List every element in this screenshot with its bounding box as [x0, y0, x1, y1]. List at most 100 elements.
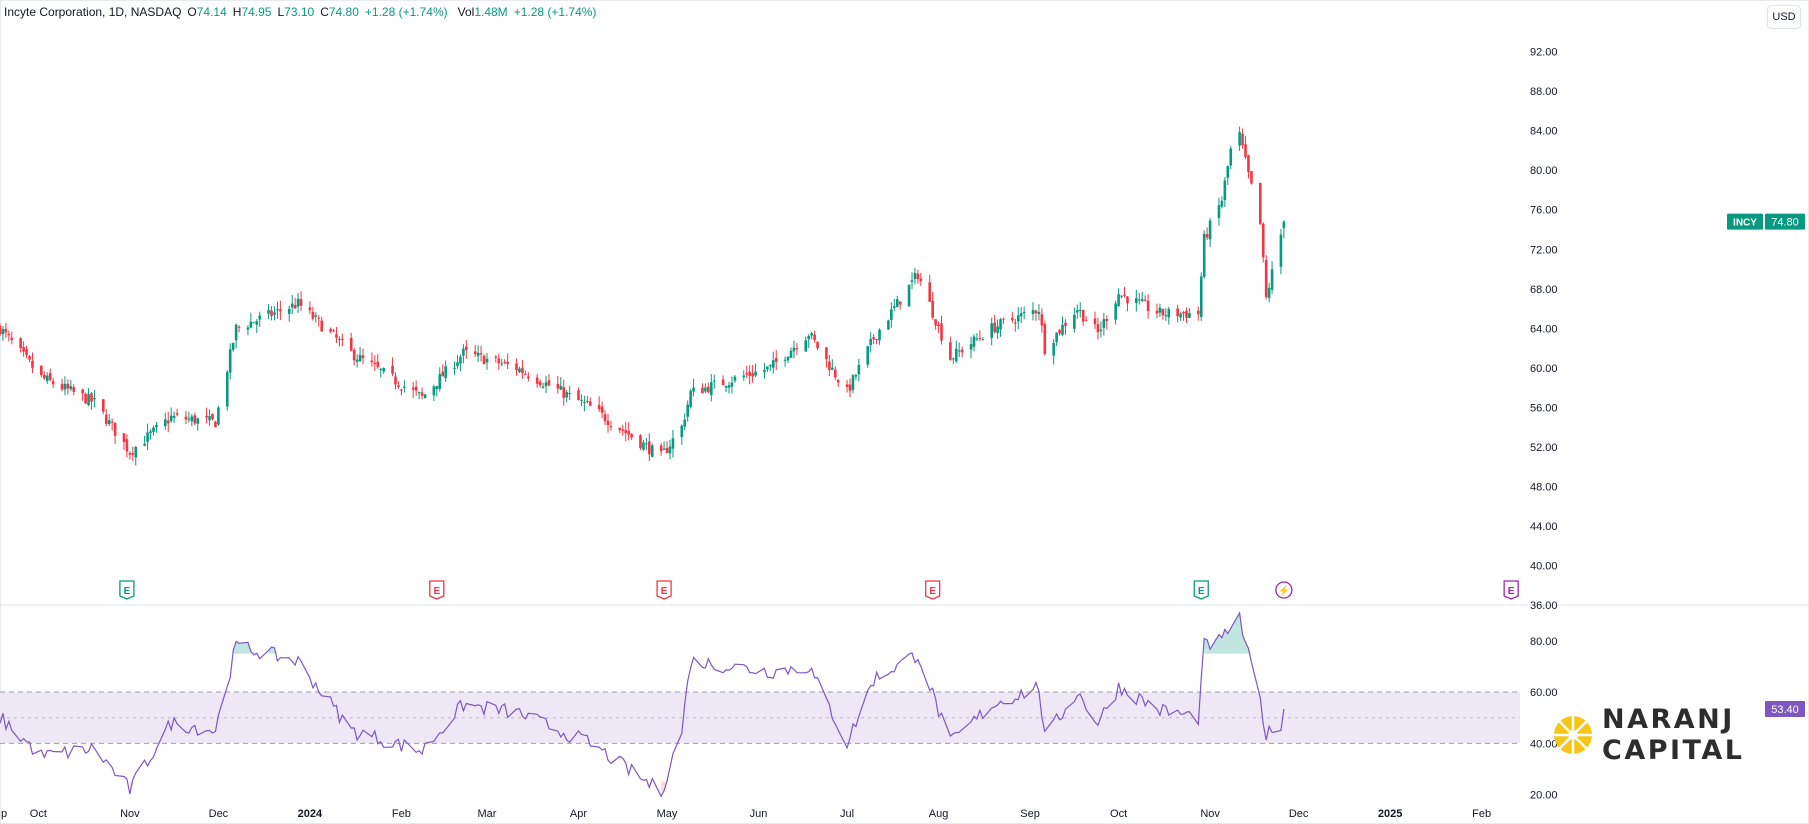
time-axis-tick: Apr — [570, 808, 587, 820]
candle-body — [869, 338, 872, 346]
candle-body — [1258, 182, 1262, 224]
candle-body — [1002, 318, 1005, 320]
candle-body — [940, 323, 943, 341]
earnings-marker — [1503, 580, 1519, 600]
candle-body — [733, 376, 737, 381]
close-label: C — [320, 5, 329, 19]
candle-body — [51, 381, 55, 385]
time-axis-tick: Sep — [1020, 808, 1040, 820]
candle-body — [774, 357, 778, 362]
candle-body — [913, 272, 917, 279]
candle-body — [630, 433, 633, 438]
symbol-title[interactable]: Incyte Corporation, 1D, NASDAQ — [4, 5, 182, 19]
event-marker-label: E — [929, 586, 936, 597]
time-axis-tick: p — [1, 808, 7, 820]
currency-button[interactable]: USD — [1767, 5, 1801, 29]
candle-body — [249, 321, 253, 328]
candle-body — [931, 300, 934, 318]
vol-label: Vol — [457, 5, 475, 19]
orange-slice-icon — [1554, 716, 1592, 754]
candle-body — [1016, 315, 1020, 322]
candle-body — [866, 346, 870, 365]
candle-body — [910, 280, 914, 282]
candle-body — [969, 344, 973, 350]
close-value: 74.80 — [328, 5, 359, 19]
candle-body — [1205, 234, 1209, 238]
candle-body — [237, 326, 241, 328]
candle-body — [547, 380, 551, 386]
candle-body — [686, 404, 689, 417]
time-axis-tick: Feb — [392, 808, 411, 820]
time-axis-tick: Dec — [209, 808, 229, 820]
candle-body — [1264, 260, 1268, 298]
candle-body — [414, 386, 418, 391]
high-value: 74.95 — [241, 5, 272, 19]
candle-body — [680, 425, 684, 437]
candle-body — [175, 413, 179, 415]
candle-body — [1075, 310, 1079, 313]
candle-body — [1267, 287, 1271, 298]
event-marker-circle — [1275, 581, 1293, 599]
candle-body — [544, 382, 548, 387]
candle-body — [311, 312, 315, 319]
candle-body — [320, 320, 324, 332]
candle-body — [403, 386, 406, 388]
candle-body — [473, 351, 477, 355]
candle-body — [370, 360, 374, 363]
candle-body — [1241, 133, 1244, 146]
candle-body — [358, 354, 362, 362]
candle-body — [588, 401, 592, 406]
event-markers: E E E E E ⚡ E — [119, 580, 1519, 600]
candle-body — [621, 429, 625, 431]
candle-body — [279, 309, 282, 312]
logo-line-2: CAPITAL — [1602, 735, 1745, 766]
candle-body — [1223, 180, 1227, 200]
time-axis-tick: Jun — [750, 808, 768, 820]
candle-body — [804, 340, 808, 352]
time-axis-tick: 2025 — [1378, 808, 1402, 820]
candle-body — [234, 324, 238, 341]
candle-body — [1279, 234, 1283, 267]
candle-body — [1073, 314, 1076, 329]
candle-body — [895, 299, 899, 307]
candle-body — [373, 362, 377, 365]
candle-body — [754, 371, 757, 376]
time-axis-tick: Feb — [1472, 808, 1491, 820]
candle-body — [916, 273, 920, 280]
candle-body — [166, 420, 170, 424]
candle-body — [60, 384, 64, 390]
candle-body — [423, 394, 427, 398]
rsi-axis-tick: 40.00 — [1530, 738, 1558, 750]
candle-body — [1220, 200, 1224, 207]
rsi-band — [0, 692, 1520, 744]
candle-body — [1158, 307, 1162, 313]
candle-body — [1199, 276, 1203, 317]
candle-body — [7, 333, 11, 336]
candle-body — [1244, 144, 1247, 158]
candle-body — [1146, 300, 1150, 312]
candle-body — [848, 384, 852, 391]
candle-body — [1117, 294, 1120, 307]
candle-body — [1120, 295, 1123, 297]
candle-body — [462, 348, 465, 356]
candle-body — [1238, 131, 1241, 146]
candle-body — [586, 400, 589, 402]
time-axis-tick: Aug — [929, 808, 949, 820]
candle-body — [190, 416, 194, 422]
candle-body — [63, 383, 67, 390]
candle-body — [1270, 269, 1274, 290]
time-axis-tick: Jul — [840, 808, 854, 820]
candle-body — [332, 330, 335, 332]
candle-body — [559, 386, 563, 390]
time-axis-tick: Dec — [1289, 808, 1309, 820]
candle-body — [444, 366, 447, 379]
candle-body — [1096, 324, 1100, 333]
time-axis-tick: Mar — [478, 808, 497, 820]
candle-body — [1196, 310, 1200, 315]
candle-body — [1064, 322, 1067, 327]
candle-body — [609, 426, 613, 428]
candle-body — [878, 329, 881, 341]
candle-body — [494, 356, 498, 358]
